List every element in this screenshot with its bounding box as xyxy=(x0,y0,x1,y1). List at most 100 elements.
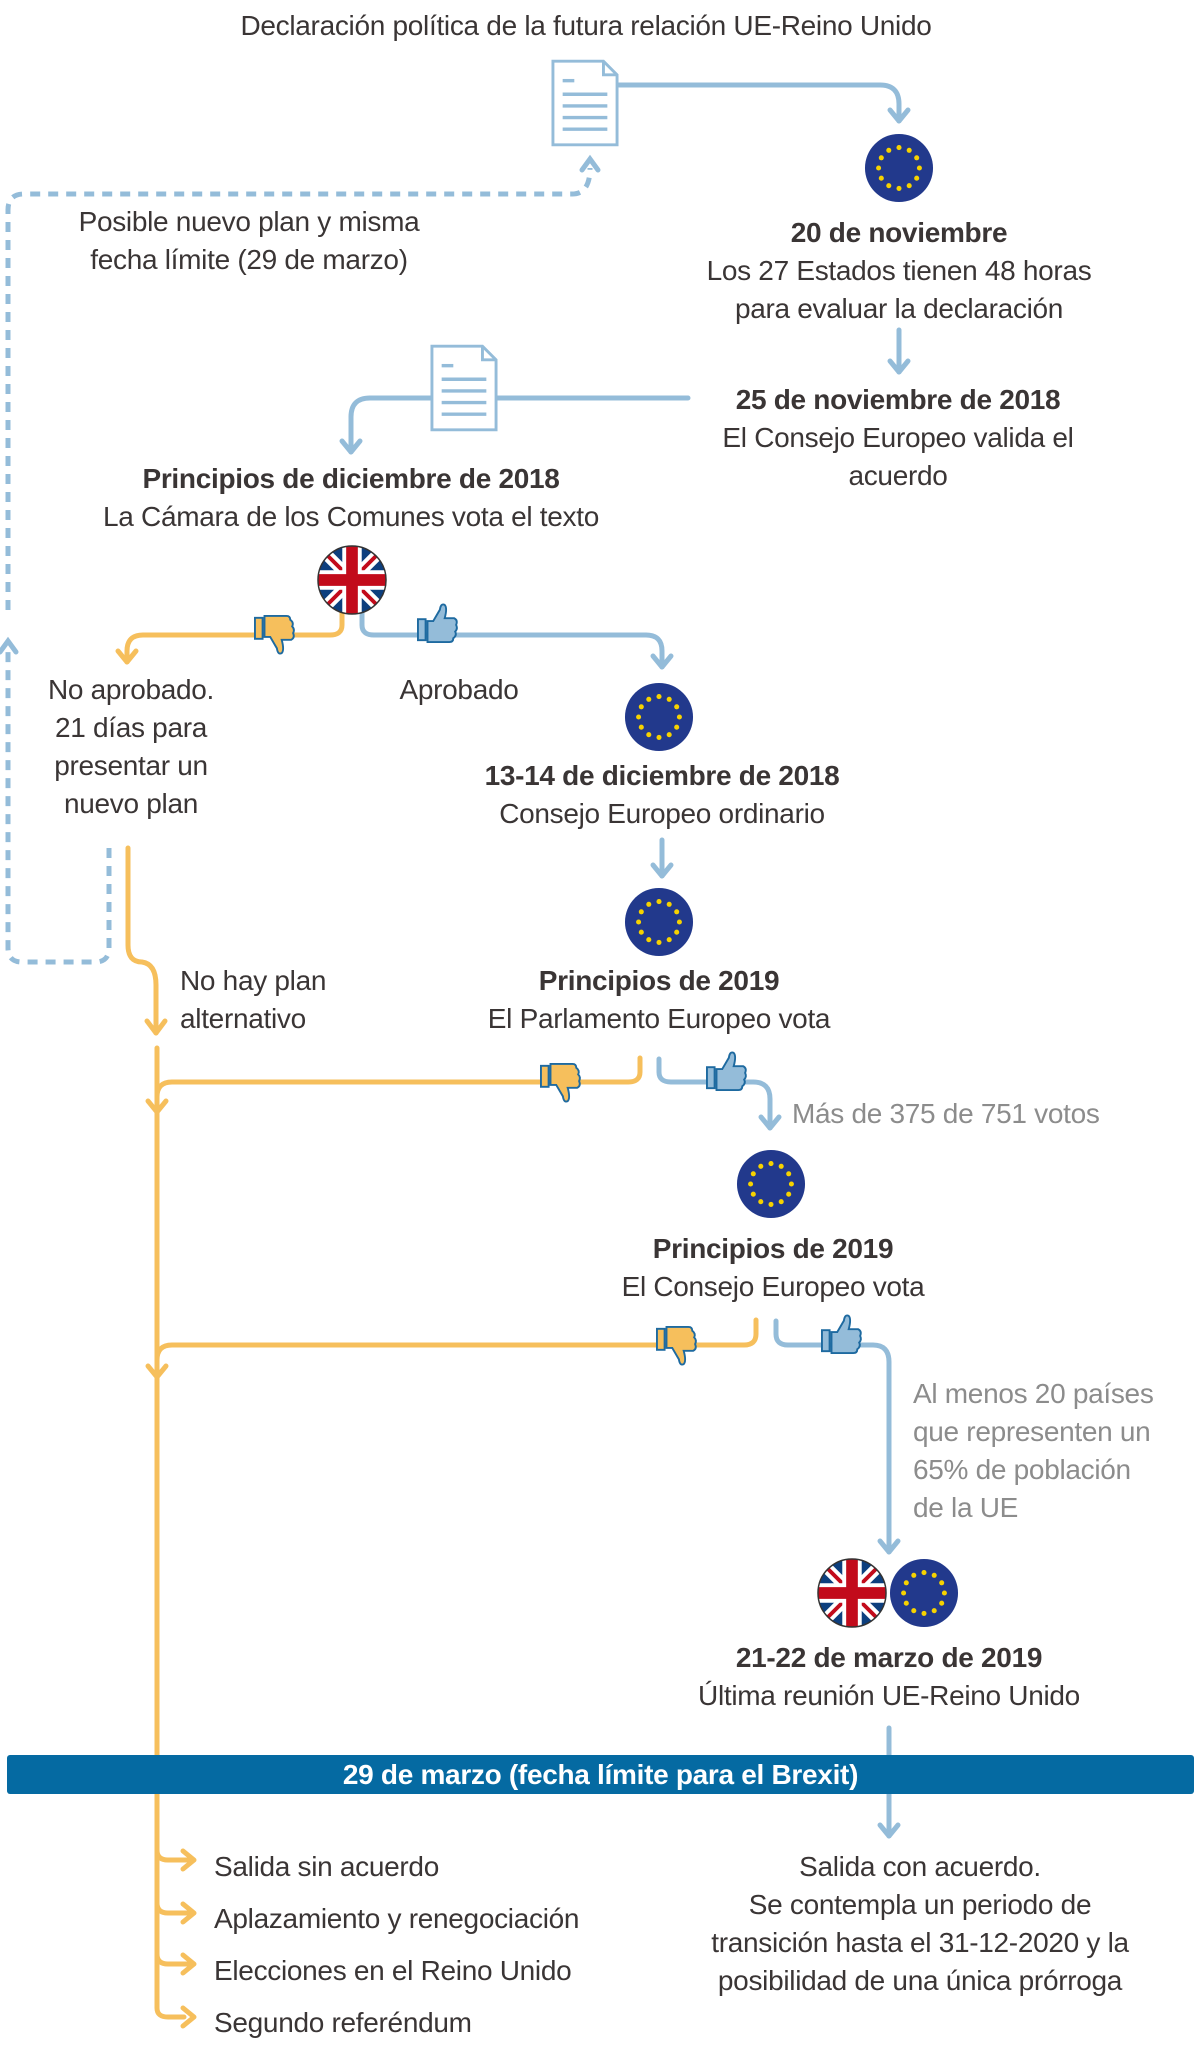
document-icon xyxy=(430,344,498,432)
line-step2-to-step3 xyxy=(348,395,691,455)
thumbs-down-icon xyxy=(253,614,295,655)
document-icon xyxy=(551,59,619,147)
step-final-meeting: 21-22 de marzo de 2019 Última reunión UE… xyxy=(698,1639,1080,1715)
step-date: Principios de 2019 xyxy=(538,965,780,996)
arrow-down-icon xyxy=(887,358,911,375)
outcome-item: Aplazamiento y renegociación xyxy=(214,1903,580,1934)
arrow-down-icon xyxy=(650,653,674,670)
outcome-line: Se contempla un periodo de xyxy=(748,1889,1092,1920)
outcome-line: posibilidad de una única prórroga xyxy=(717,1965,1123,1996)
approved-label: Aprobado xyxy=(399,674,519,705)
note-line: nuevo plan xyxy=(63,788,198,819)
parliament-condition: Más de 375 de 751 votos xyxy=(792,1098,1100,1129)
outcome-item: Segundo referéndum xyxy=(214,2007,472,2038)
note-line: fecha límite (29 de marzo) xyxy=(90,244,408,275)
arrow-down-icon xyxy=(877,1538,901,1555)
step-description: Última reunión UE-Reino Unido xyxy=(698,1680,1080,1711)
note-line: Al menos 20 países xyxy=(913,1378,1154,1409)
note-line: 21 días para xyxy=(54,712,208,743)
step-council-vote: Principios de 2019 El Consejo Europeo vo… xyxy=(622,1230,925,1306)
step-description: Los 27 Estados tienen 48 horas xyxy=(706,255,1092,286)
deal-outcome: Salida con acuerdo. Se contempla un peri… xyxy=(711,1848,1129,2000)
outcome-line: Salida con acuerdo. xyxy=(799,1851,1041,1882)
arrow-up-icon xyxy=(0,636,19,655)
step-date: 13-14 de diciembre de 2018 xyxy=(484,760,840,791)
thumbs-up-icon xyxy=(820,1314,862,1355)
eu-flag-icon xyxy=(624,887,694,957)
note-line: 65% de población xyxy=(913,1454,1131,1485)
thumbs-down-icon xyxy=(539,1062,581,1103)
no-deal-outcomes: Salida sin acuerdo Aplazamiento y renego… xyxy=(214,1841,579,2049)
step-description: El Parlamento Europeo vota xyxy=(487,1003,831,1034)
eu-flag-icon xyxy=(889,1558,959,1628)
arrow-down-icon xyxy=(145,1363,169,1380)
step-date: 25 de noviembre de 2018 xyxy=(735,384,1061,415)
step-25-november: 25 de noviembre de 2018 El Consejo Europ… xyxy=(722,381,1073,495)
rejected-note: No aprobado. 21 días para presentar un n… xyxy=(48,671,214,823)
uk-flag-icon xyxy=(317,545,387,615)
note-line: Posible nuevo plan y misma xyxy=(78,206,420,237)
arrow-down-icon xyxy=(339,438,363,455)
step-description: Consejo Europeo ordinario xyxy=(499,798,825,829)
line-council-approved xyxy=(773,1318,892,1555)
line-outcome-2 xyxy=(154,1900,195,1916)
note-line: No aprobado. xyxy=(47,674,215,705)
diagram-title: Declaración política de la futura relaci… xyxy=(240,10,932,41)
outcome-item: Salida sin acuerdo xyxy=(214,1851,439,1882)
step-commons-vote: Principios de diciembre de 2018 La Cámar… xyxy=(103,460,599,536)
arrow-down-icon xyxy=(144,1018,168,1036)
deadline-banner: 29 de marzo (fecha límite para el Brexit… xyxy=(7,1755,1194,1794)
step-description: El Consejo Europeo valida el xyxy=(722,422,1074,453)
arrow-down-icon xyxy=(877,1822,901,1839)
outcome-item: Elecciones en el Reino Unido xyxy=(214,1955,572,1986)
line-rejected xyxy=(124,609,345,665)
new-plan-note: Posible nuevo plan y misma fecha límite … xyxy=(79,203,420,279)
step-date: Principios de 2019 xyxy=(652,1233,894,1264)
arrow-down-icon xyxy=(650,862,674,879)
arrow-down-icon xyxy=(145,1098,169,1115)
step-description: El Consejo Europeo vota xyxy=(621,1271,925,1302)
arrow-right-icon xyxy=(180,1848,197,1872)
thumbs-up-icon xyxy=(705,1051,747,1092)
note-line: que representen un xyxy=(913,1416,1151,1447)
line-parliament-rejected xyxy=(154,1055,643,1100)
arrow-right-icon xyxy=(180,1901,197,1925)
note-line: presentar un xyxy=(54,750,208,781)
council-condition: Al menos 20 países que representen un 65… xyxy=(913,1375,1154,1527)
outcome-line: transición hasta el 31-12-2020 y la xyxy=(711,1927,1129,1958)
no-plan-note: No hay plan alternativo xyxy=(180,962,326,1038)
step-date: 20 de noviembre xyxy=(790,217,1008,248)
thumbs-up-icon xyxy=(417,603,458,644)
arrow-up-icon xyxy=(579,154,601,173)
step-20-november: 20 de noviembre Los 27 Estados tienen 48… xyxy=(707,214,1092,328)
line-council-rejected xyxy=(154,1317,759,1363)
thumbs-down-icon xyxy=(655,1325,697,1366)
note-line: alternativo xyxy=(180,1003,306,1034)
line-main-no-deal xyxy=(154,1045,187,2020)
note-line: de la UE xyxy=(913,1492,1018,1523)
line-doc-to-eu xyxy=(616,82,902,124)
step-date: Principios de diciembre de 2018 xyxy=(142,463,560,494)
step-date: 21-22 de marzo de 2019 xyxy=(735,1642,1043,1673)
arrow-down-icon xyxy=(887,107,911,124)
line-no-plan xyxy=(125,845,159,1036)
eu-flag-icon xyxy=(624,682,694,752)
line-approved xyxy=(359,609,665,670)
note-line: No hay plan xyxy=(180,965,327,996)
eu-flag-icon xyxy=(736,1149,806,1219)
uk-flag-icon xyxy=(817,1558,887,1628)
step-description: para evaluar la declaración xyxy=(734,293,1064,324)
arrow-down-icon xyxy=(115,648,139,665)
dashed-line-new-plan-return xyxy=(5,167,593,610)
arrow-right-icon xyxy=(180,1952,197,1976)
step-description: acuerdo xyxy=(848,460,948,491)
line-outcome-1 xyxy=(154,1847,195,1863)
step-parliament-vote: Principios de 2019 El Parlamento Europeo… xyxy=(487,962,831,1038)
eu-flag-icon xyxy=(864,133,934,203)
arrow-right-icon xyxy=(180,2005,197,2029)
line-outcome-3 xyxy=(154,1951,195,1967)
step-december-council: 13-14 de diciembre de 2018 Consejo Europ… xyxy=(485,757,840,833)
arrow-down-icon xyxy=(758,1114,782,1131)
